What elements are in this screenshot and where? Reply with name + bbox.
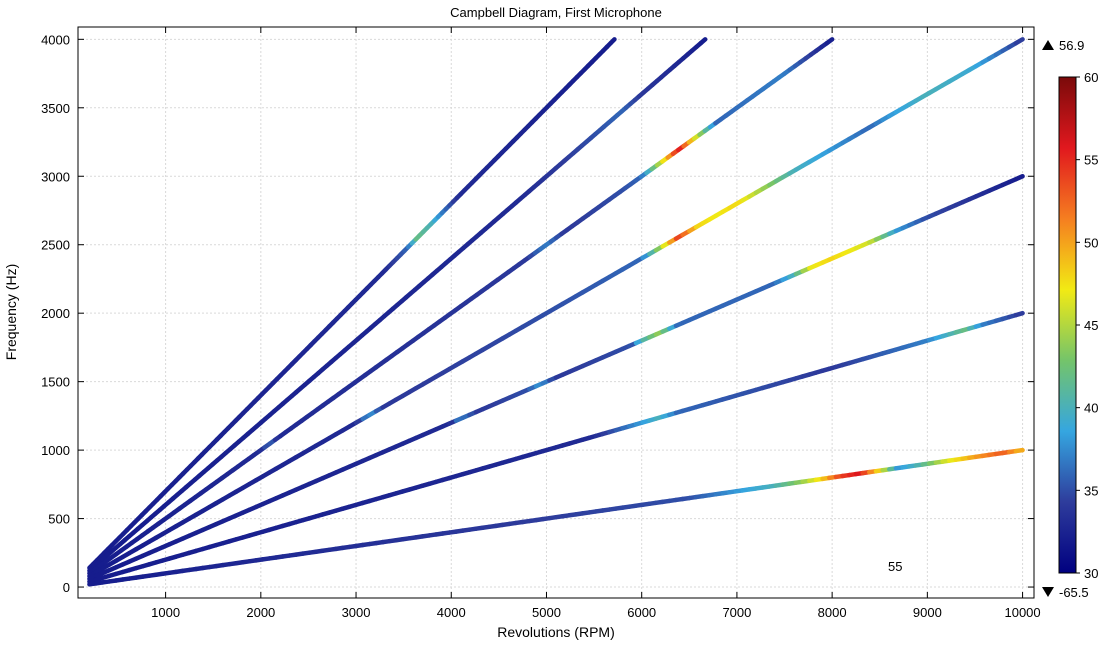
- x-tick-label: 4000: [437, 605, 466, 620]
- max-triangle-icon: [1042, 40, 1054, 50]
- x-tick-label: 2000: [246, 605, 275, 620]
- plot-frame: [77, 26, 1035, 599]
- y-tick-label: 4000: [41, 32, 70, 47]
- y-axis-title: Frequency (Hz): [3, 264, 19, 360]
- y-tick-label: 3500: [41, 101, 70, 116]
- x-tick-label: 1000: [151, 605, 180, 620]
- series-segment: [1013, 174, 1025, 182]
- colorbar-tick-label: 30: [1084, 566, 1098, 581]
- y-tick-label: 0: [63, 580, 70, 595]
- series-layer: [87, 37, 1025, 587]
- x-tick-label: 5000: [532, 605, 561, 620]
- y-tick-label: 2500: [41, 238, 70, 253]
- series-segment: [1013, 447, 1025, 454]
- colorbar-tick-label: 60: [1084, 70, 1098, 85]
- chart-title: Campbell Diagram, First Microphone: [450, 5, 662, 20]
- x-tick-label: 10000: [1004, 605, 1040, 620]
- colorbar-tick-label: 50: [1084, 235, 1098, 250]
- series-order-30: [87, 37, 835, 576]
- x-tick-label: 8000: [818, 605, 847, 620]
- y-tick-label: 500: [48, 512, 70, 527]
- series-order-18: [87, 174, 1025, 582]
- data-max-label: 56.9: [1059, 38, 1084, 53]
- series-order-24: [87, 37, 1025, 579]
- colorbar-tick-label: 35: [1084, 483, 1098, 498]
- series-segment: [1013, 310, 1025, 318]
- colorbar-tick-label: 55: [1084, 153, 1098, 168]
- ticks-layer: 1000 2000 3000 4000 5000 6000 7000 8000 9000 1000…: [41, 27, 1041, 620]
- colorbar-tick-label: 45: [1084, 318, 1098, 333]
- series-order-6: [87, 447, 1025, 587]
- x-axis-title: Revolutions (RPM): [497, 624, 614, 640]
- y-tick-label: 1000: [41, 443, 70, 458]
- series-segment: [1013, 37, 1025, 46]
- y-tick-label: 3000: [41, 169, 70, 184]
- series-segment: [698, 37, 708, 46]
- data-min-label: -65.5: [1059, 585, 1089, 600]
- colorbar: 30 35 40 45 50 55 60 56.9 -65.5: [1042, 38, 1098, 600]
- min-triangle-icon: [1042, 587, 1054, 597]
- series-order-42: [87, 37, 617, 571]
- series-segment: [824, 37, 835, 46]
- y-tick-label: 1500: [41, 375, 70, 390]
- plot-annotation: 55: [888, 559, 902, 574]
- series-order-12: [87, 310, 1025, 584]
- x-tick-label: 7000: [722, 605, 751, 620]
- x-tick-label: 9000: [913, 605, 942, 620]
- series-order-36: [87, 37, 708, 573]
- colorbar-tick-label: 40: [1084, 401, 1098, 416]
- colorbar-gradient: [1058, 76, 1077, 574]
- x-tick-label: 6000: [627, 605, 656, 620]
- series-segment: [608, 37, 617, 46]
- y-tick-label: 2000: [41, 306, 70, 321]
- x-tick-label: 3000: [342, 605, 371, 620]
